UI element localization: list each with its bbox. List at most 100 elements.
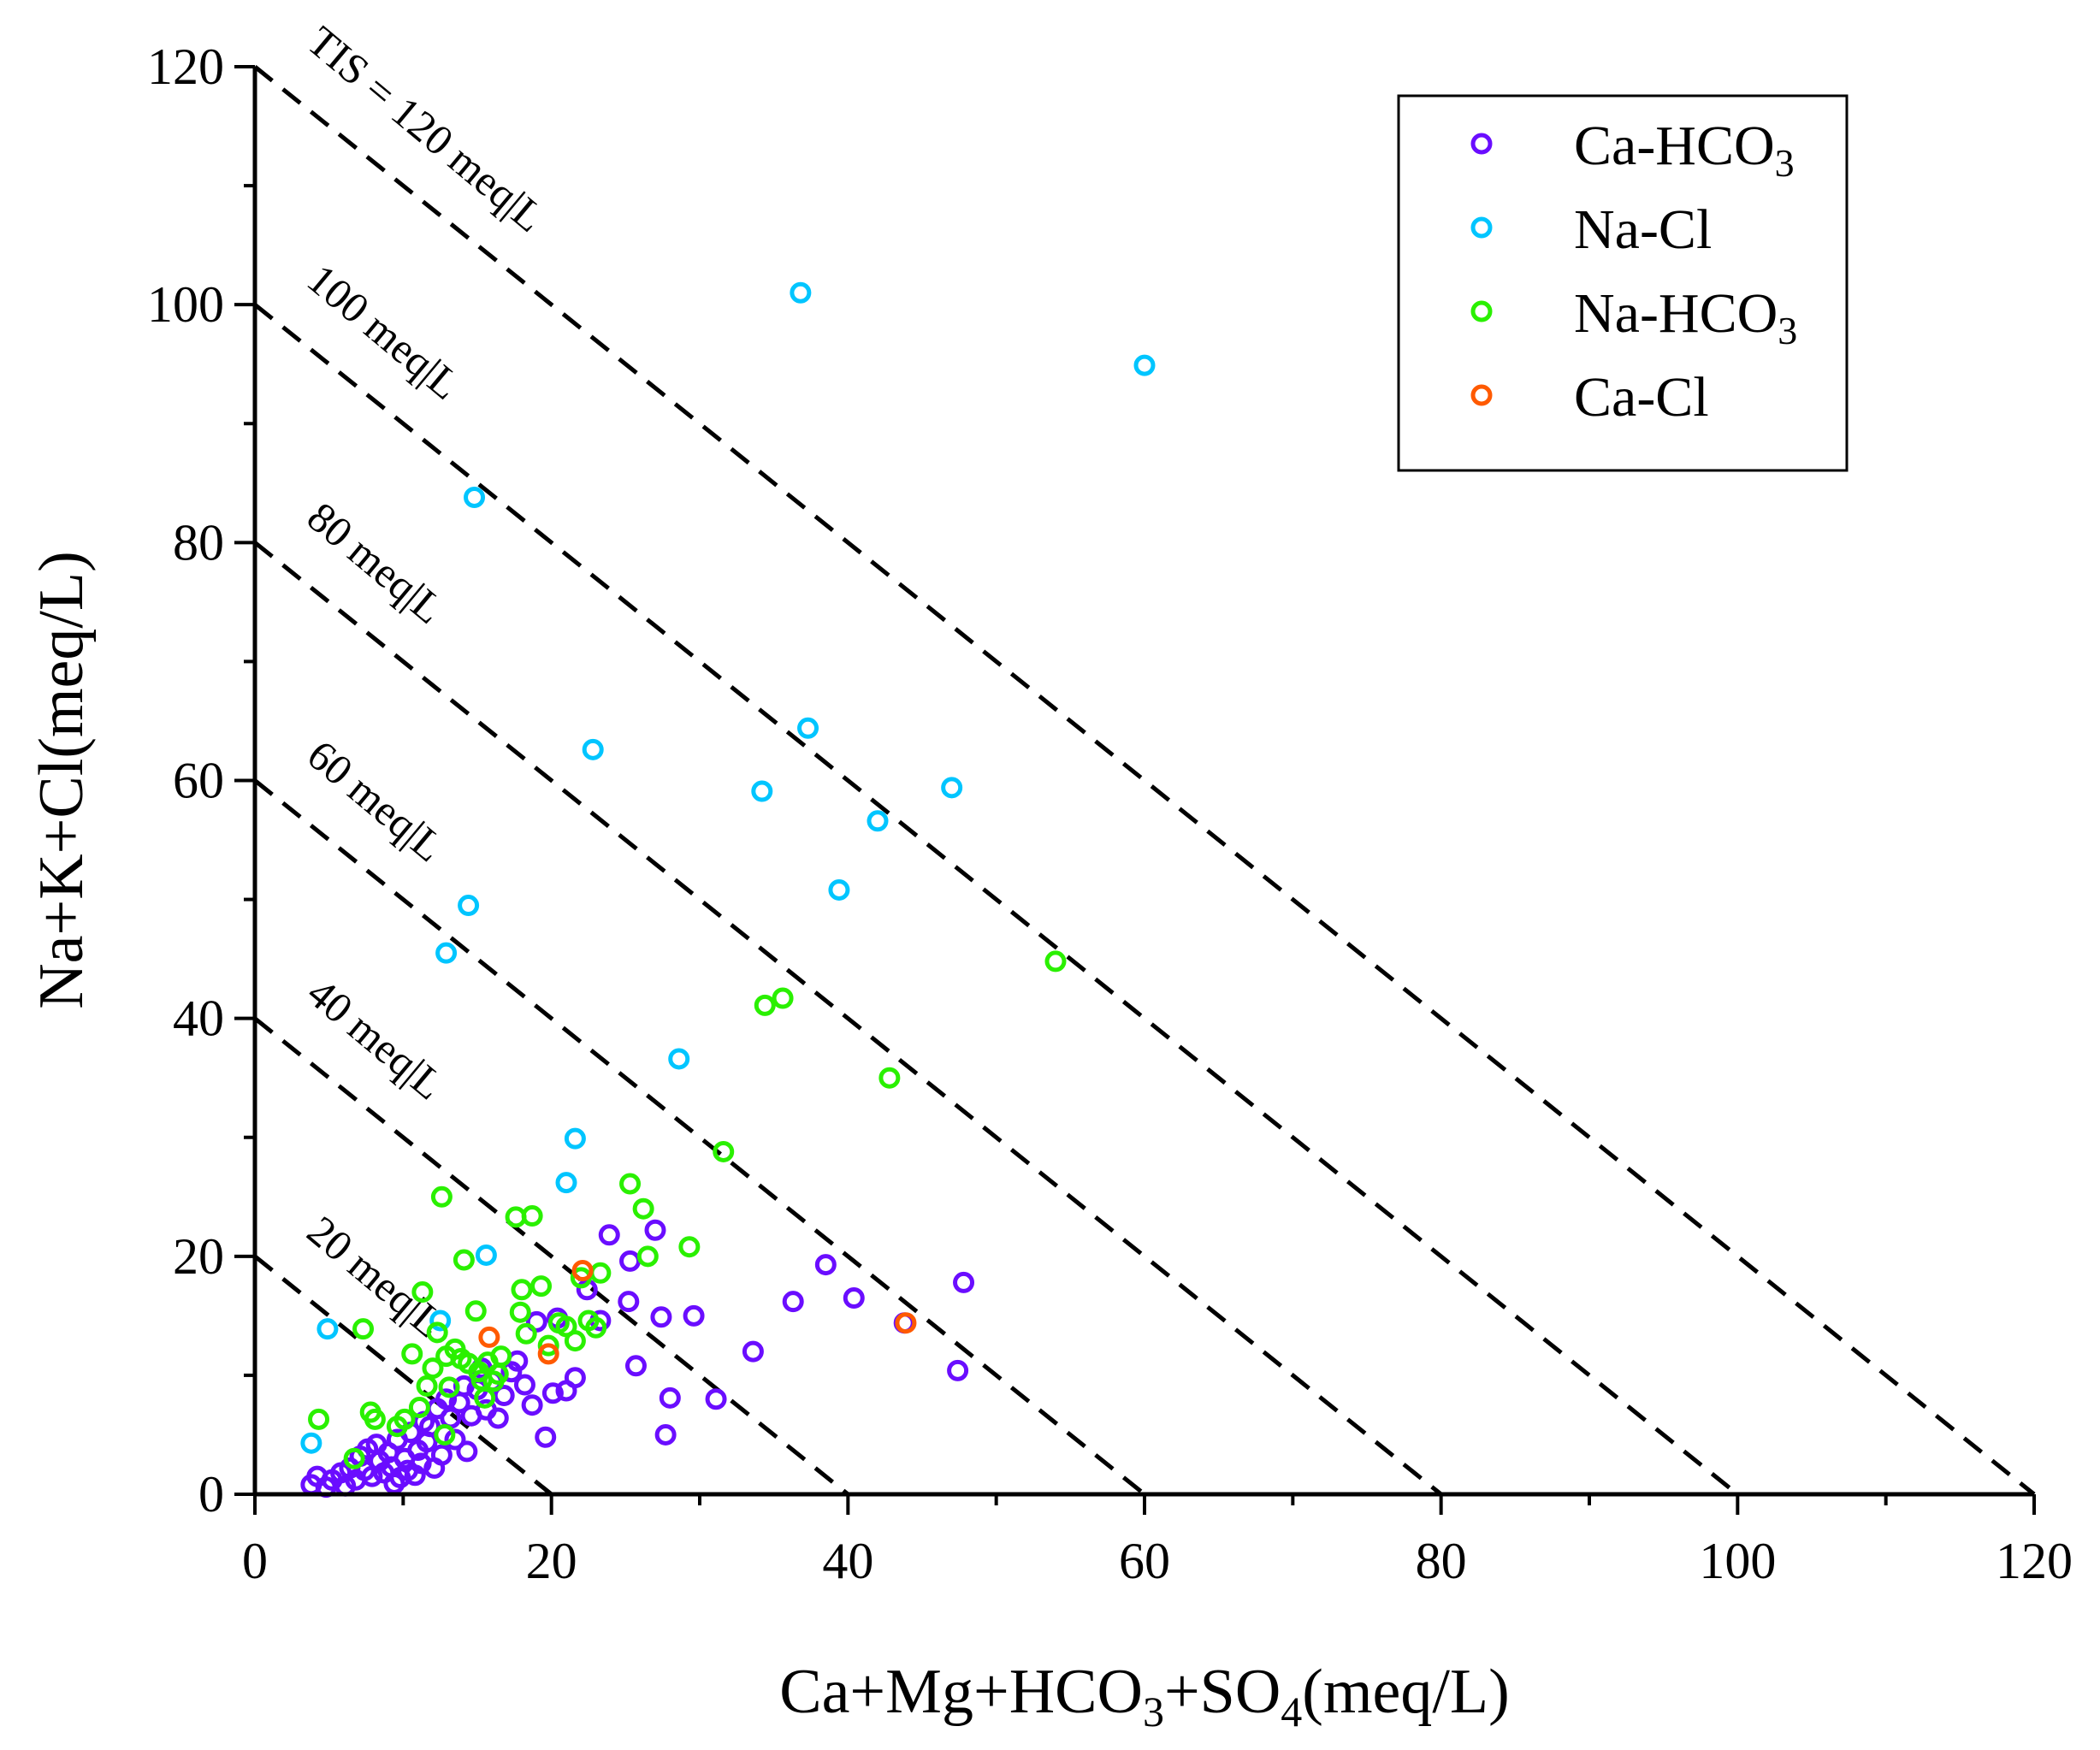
point-na-cl-4 xyxy=(458,895,480,917)
tds-line-20 xyxy=(253,1254,553,1496)
tds-line-80 xyxy=(253,541,1443,1496)
tds-line-60 xyxy=(253,778,1146,1496)
point-na-hco3-45 xyxy=(636,1245,659,1268)
point-na-hco3-46 xyxy=(678,1236,701,1258)
point-na-hco3-8 xyxy=(408,1396,430,1418)
point-na-hco3-19 xyxy=(453,1249,475,1271)
point-ca-cl-3 xyxy=(895,1312,917,1334)
y-tick-label-80: 80 xyxy=(173,514,224,571)
point-ca-hco3-32 xyxy=(435,1388,458,1410)
point-na-cl-7 xyxy=(555,1172,577,1194)
point-na-hco3-13 xyxy=(430,1185,453,1208)
point-ca-hco3-54 xyxy=(564,1367,586,1389)
point-na-hco3-4 xyxy=(364,1408,386,1430)
point-ca-hco3-63 xyxy=(654,1423,677,1446)
point-ca-hco3-36 xyxy=(453,1375,475,1397)
legend-marker-ca-hco3 xyxy=(1470,133,1493,155)
point-na-cl-10 xyxy=(668,1048,690,1070)
point-ca-hco3-43 xyxy=(487,1407,509,1429)
point-ca-hco3-50 xyxy=(535,1426,557,1448)
point-na-hco3-1 xyxy=(343,1447,365,1469)
point-na-hco3-21 xyxy=(464,1300,487,1322)
point-na-hco3-0 xyxy=(308,1408,330,1430)
point-ca-hco3-72 xyxy=(947,1359,969,1381)
point-ca-hco3-69 xyxy=(814,1254,837,1276)
point-na-hco3-32 xyxy=(515,1322,537,1345)
point-ca-hco3-73 xyxy=(953,1271,975,1293)
y-tick-label-20: 20 xyxy=(173,1228,224,1285)
point-ca-hco3-62 xyxy=(650,1306,672,1328)
tds-line-label-40: 40 meq|L xyxy=(299,968,453,1109)
point-na-cl-13 xyxy=(797,717,819,739)
x-tick-label-120: 120 xyxy=(1996,1533,2073,1589)
point-na-cl-11 xyxy=(751,780,773,802)
legend-label-ca-cl: Ca-Cl xyxy=(1574,366,1709,429)
point-ca-hco3-60 xyxy=(624,1355,647,1377)
y-axis-title: Na+K+Cl(meq/L) xyxy=(27,551,97,1009)
point-ca-hco3-48 xyxy=(521,1394,543,1416)
point-na-hco3-50 xyxy=(878,1067,901,1089)
tick-labels: 0 20 40 60 80 100 120 0 20 40 60 80 100 120 xyxy=(147,38,2073,1589)
ticks xyxy=(234,65,2036,1515)
point-na-hco3-6 xyxy=(393,1408,416,1430)
point-na-hco3-48 xyxy=(754,994,776,1016)
point-na-cl-5 xyxy=(464,486,486,508)
point-ca-hco3-44 xyxy=(493,1385,515,1407)
point-ca-cl-2 xyxy=(571,1260,594,1282)
y-tick-label-0: 0 xyxy=(198,1466,224,1522)
y-tick-label-60: 60 xyxy=(173,753,224,809)
x-tick-label-60: 60 xyxy=(1119,1533,1170,1589)
point-ca-hco3-34 xyxy=(444,1428,466,1451)
point-ca-hco3-31 xyxy=(430,1444,453,1466)
tds-line-label-80: 80 meq|L xyxy=(299,493,453,633)
legend-marker-na-cl xyxy=(1470,216,1493,239)
point-na-hco3-34 xyxy=(530,1275,553,1298)
tds-line-label-120: TIS = 120 meq|L xyxy=(299,16,554,241)
point-na-cl-8 xyxy=(564,1127,586,1150)
point-ca-hco3-49 xyxy=(525,1310,547,1333)
tds-line-label-60: 60 meq|L xyxy=(299,730,453,871)
point-na-cl-6 xyxy=(475,1244,497,1266)
point-na-hco3-35 xyxy=(537,1334,559,1357)
point-na-hco3-43 xyxy=(619,1173,642,1195)
series-ca-cl xyxy=(478,1260,917,1365)
point-na-hco3-12 xyxy=(426,1321,448,1344)
point-ca-hco3-58 xyxy=(618,1291,640,1313)
point-ca-hco3-57 xyxy=(598,1224,620,1246)
tds-line-40 xyxy=(253,1016,849,1496)
point-na-hco3-24 xyxy=(474,1386,496,1409)
point-ca-hco3-66 xyxy=(705,1388,727,1410)
point-na-cl-17 xyxy=(1133,354,1156,376)
x-tick-label-80: 80 xyxy=(1416,1533,1467,1589)
tds-line-label-100: 100 meq|L xyxy=(299,255,470,409)
tds-line-100 xyxy=(253,303,1739,1496)
point-ca-hco3-61 xyxy=(644,1219,666,1241)
series-na-hco3 xyxy=(308,950,1067,1469)
point-ca-cl-1 xyxy=(537,1343,559,1365)
point-ca-hco3-45 xyxy=(500,1361,523,1383)
point-na-cl-9 xyxy=(582,738,604,760)
point-na-hco3-11 xyxy=(422,1357,444,1380)
legend: Ca-HCO3 Na-Cl Na-HCO3 Ca-Cl xyxy=(1397,94,1849,472)
point-na-hco3-15 xyxy=(438,1376,460,1398)
point-ca-hco3-64 xyxy=(659,1386,681,1409)
point-ca-hco3-47 xyxy=(513,1374,535,1396)
legend-label-ca-hco3: Ca-HCO3 xyxy=(1574,115,1795,185)
point-na-cl-14 xyxy=(828,878,850,901)
point-na-hco3-51 xyxy=(1044,950,1067,973)
point-na-hco3-41 xyxy=(585,1316,607,1339)
legend-marker-ca-cl xyxy=(1470,384,1493,406)
point-ca-cl-0 xyxy=(478,1326,500,1348)
point-na-hco3-7 xyxy=(401,1343,423,1365)
y-tick-label-100: 100 xyxy=(147,276,224,333)
point-ca-hco3-51 xyxy=(541,1382,564,1404)
legend-label-na-cl: Na-Cl xyxy=(1574,198,1712,261)
point-na-hco3-31 xyxy=(511,1279,533,1301)
point-na-hco3-49 xyxy=(772,987,794,1009)
legend-label-na-hco3: Na-HCO3 xyxy=(1574,282,1797,352)
x-tick-label-100: 100 xyxy=(1699,1533,1776,1589)
point-na-cl-15 xyxy=(867,810,889,832)
point-na-cl-0 xyxy=(300,1432,322,1454)
point-ca-hco3-70 xyxy=(843,1287,865,1310)
